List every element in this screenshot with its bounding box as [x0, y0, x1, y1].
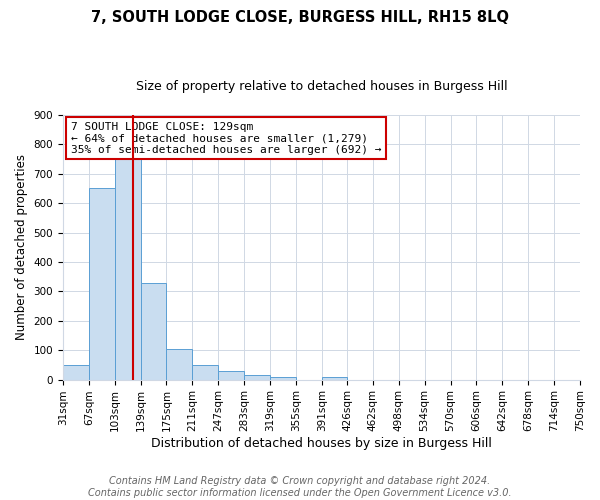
Text: 7 SOUTH LODGE CLOSE: 129sqm
← 64% of detached houses are smaller (1,279)
35% of : 7 SOUTH LODGE CLOSE: 129sqm ← 64% of det…	[71, 122, 381, 155]
Bar	[115, 159, 140, 380]
Bar	[140, 282, 166, 380]
Bar	[89, 188, 115, 380]
X-axis label: Distribution of detached houses by size in Burgess Hill: Distribution of detached houses by size …	[151, 437, 492, 450]
Bar	[270, 376, 296, 380]
Title: Size of property relative to detached houses in Burgess Hill: Size of property relative to detached ho…	[136, 80, 507, 93]
Text: 7, SOUTH LODGE CLOSE, BURGESS HILL, RH15 8LQ: 7, SOUTH LODGE CLOSE, BURGESS HILL, RH15…	[91, 10, 509, 25]
Bar	[193, 365, 218, 380]
Bar	[166, 348, 193, 380]
Bar	[322, 377, 347, 380]
Y-axis label: Number of detached properties: Number of detached properties	[15, 154, 28, 340]
Bar	[218, 372, 244, 380]
Bar	[244, 375, 270, 380]
Text: Contains HM Land Registry data © Crown copyright and database right 2024.
Contai: Contains HM Land Registry data © Crown c…	[88, 476, 512, 498]
Bar	[63, 365, 89, 380]
